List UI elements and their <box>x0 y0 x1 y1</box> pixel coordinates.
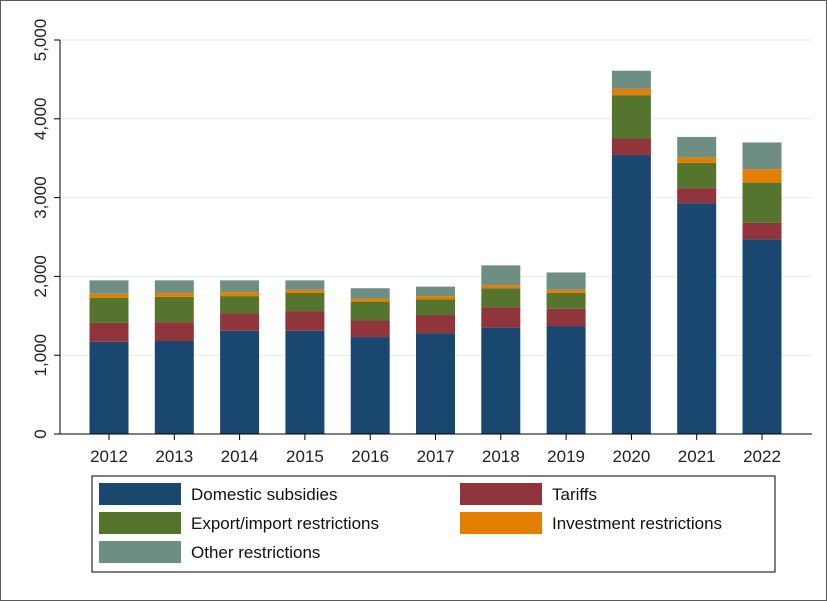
bar-segment <box>154 341 194 434</box>
y-axis-ticks: 0 1,000 2,000 3,000 4,000 5,000 <box>31 19 60 439</box>
legend-swatch <box>460 512 542 534</box>
legend-label: Investment restrictions <box>552 514 722 533</box>
x-tick-label: 2021 <box>678 447 716 466</box>
bar-segment <box>154 280 194 293</box>
bar-segment <box>220 330 260 434</box>
bar-segment <box>285 280 325 290</box>
legend-label: Domestic subsidies <box>191 485 337 504</box>
bar-segment <box>677 136 717 158</box>
bar-segment <box>350 298 390 302</box>
legend-swatch <box>99 512 181 534</box>
bar-segment <box>154 322 194 342</box>
bar-segment <box>350 301 390 321</box>
y-tick-label: 2,000 <box>31 255 50 298</box>
x-tick-label: 2019 <box>547 447 585 466</box>
bar-segment <box>677 203 717 434</box>
y-tick-label: 5,000 <box>31 19 50 62</box>
bar-segment <box>285 289 325 293</box>
bar-segment <box>611 88 651 96</box>
bar-segment <box>742 222 782 240</box>
bar-segment <box>611 138 651 156</box>
bar-segment <box>416 315 455 334</box>
bar-segment <box>285 311 325 331</box>
legend-swatch <box>99 483 181 505</box>
legend-box <box>91 475 776 573</box>
x-tick-label: 2020 <box>612 447 650 466</box>
x-tick-label: 2018 <box>482 447 520 466</box>
bar-segment <box>89 293 129 298</box>
bar-segment <box>611 70 651 89</box>
bar-segment <box>546 289 586 293</box>
bar-segment <box>350 288 390 299</box>
bar-segment <box>481 285 521 289</box>
x-tick-label: 2012 <box>90 447 128 466</box>
bar-segment <box>89 297 129 323</box>
legend-swatch <box>99 541 181 563</box>
bar-segment <box>546 292 586 309</box>
y-tick-label: 0 <box>31 429 50 438</box>
bar-segment <box>481 327 521 434</box>
bar-segment <box>546 272 586 290</box>
legend-label: Export/import restrictions <box>191 514 379 533</box>
x-tick-label: 2016 <box>351 447 389 466</box>
legend-label: Tariffs <box>552 485 597 504</box>
bar-segment <box>677 162 717 189</box>
y-tick-label: 4,000 <box>31 98 50 141</box>
x-tick-label: 2015 <box>286 447 324 466</box>
y-tick-label: 3,000 <box>31 176 50 219</box>
bar-segment <box>546 308 586 327</box>
legend: Domestic subsidies Tariffs Export/import r… <box>99 483 722 563</box>
bar-segment <box>481 288 521 308</box>
bar-segment <box>220 296 260 314</box>
x-tick-label: 2013 <box>155 447 193 466</box>
bar-segment <box>742 169 782 183</box>
bar-segment <box>89 341 129 434</box>
bar-segment <box>220 280 260 293</box>
bar-segment <box>89 280 129 294</box>
bars-group <box>89 70 782 434</box>
bar-segment <box>742 182 782 223</box>
bar-segment <box>154 296 194 323</box>
bar-segment <box>416 333 455 434</box>
legend-swatch <box>460 483 542 505</box>
bar-segment <box>742 239 782 434</box>
bar-segment <box>481 307 521 328</box>
bar-segment <box>611 95 651 139</box>
bar-segment <box>677 188 717 204</box>
bar-segment <box>220 313 260 331</box>
bar-segment <box>89 322 129 342</box>
bar-segment <box>416 296 455 300</box>
bar-segment <box>742 142 782 170</box>
bar-segment <box>611 155 651 434</box>
bar-segment <box>481 265 521 286</box>
x-tick-label: 2017 <box>417 447 455 466</box>
bar-segment <box>416 286 455 297</box>
x-tick-label: 2014 <box>221 447 259 466</box>
bar-segment <box>546 326 586 434</box>
bar-segment <box>350 320 390 338</box>
bar-segment <box>154 292 194 297</box>
x-axis-ticks: 2012 2013 2014 2015 2016 2017 2018 2019 2020 2021… <box>90 434 781 466</box>
bar-segment <box>220 292 260 297</box>
bar-segment <box>416 299 455 316</box>
x-tick-label: 2022 <box>743 447 781 466</box>
bar-segment <box>677 157 717 163</box>
y-tick-label: 1,000 <box>31 334 50 377</box>
bar-segment <box>285 330 325 434</box>
legend-label: Other restrictions <box>191 543 320 562</box>
bar-segment <box>285 292 325 312</box>
bar-segment <box>350 337 390 434</box>
